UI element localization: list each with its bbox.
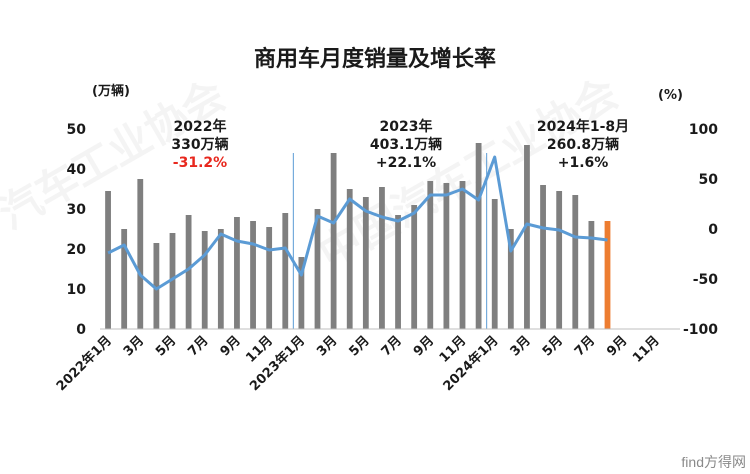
x-tick-label: 7月 bbox=[379, 333, 405, 359]
bar bbox=[234, 217, 240, 329]
bar bbox=[459, 181, 466, 329]
bar bbox=[588, 221, 595, 329]
x-tick-label: 5月 bbox=[153, 333, 179, 359]
bar-series bbox=[105, 143, 611, 329]
y-right-tick-label: -100 bbox=[683, 322, 718, 338]
brand-watermark: find方得网 bbox=[681, 454, 746, 470]
growth-line bbox=[107, 155, 608, 291]
bar bbox=[169, 233, 176, 329]
bar bbox=[524, 145, 530, 329]
bar bbox=[121, 229, 128, 329]
y-right-tick-label: 100 bbox=[689, 122, 718, 138]
y-left-tick-label: 50 bbox=[67, 122, 87, 138]
x-tick-label: 11月 bbox=[630, 333, 663, 366]
y-right-tick-label: 50 bbox=[699, 172, 719, 188]
bar bbox=[540, 185, 546, 329]
bar bbox=[346, 189, 353, 329]
x-tick-label: 3月 bbox=[314, 333, 340, 359]
x-tick-label: 3月 bbox=[508, 333, 534, 359]
bar bbox=[137, 179, 144, 329]
bar bbox=[153, 243, 160, 329]
x-tick-label: 5月 bbox=[346, 333, 372, 359]
x-tick-label: 3月 bbox=[121, 333, 147, 359]
bar bbox=[427, 181, 434, 329]
y-left-tick-label: 40 bbox=[67, 162, 87, 178]
growth-line-series bbox=[107, 155, 608, 291]
bar bbox=[330, 153, 337, 329]
bar bbox=[379, 187, 385, 329]
annotation-text: 2022年 bbox=[174, 118, 227, 135]
x-tick-label: 9月 bbox=[604, 333, 630, 359]
x-tick-label: 9月 bbox=[411, 333, 437, 359]
y-left-tick-label: 10 bbox=[67, 282, 87, 298]
bar bbox=[201, 231, 208, 329]
bar-highlighted bbox=[604, 221, 611, 329]
bar bbox=[282, 213, 289, 329]
y-left-tick-label: 20 bbox=[67, 242, 87, 258]
chart-title: 商用车月度销量及增长率 bbox=[254, 46, 496, 72]
annotation-text: 2023年 bbox=[380, 118, 433, 135]
bar bbox=[491, 199, 498, 329]
bar bbox=[314, 209, 321, 329]
y-left-unit-label: (万辆) bbox=[92, 83, 130, 99]
y-left-tick-label: 0 bbox=[76, 322, 86, 338]
background-watermark: 汽车工业协会 中国汽车工业协会 bbox=[0, 68, 626, 278]
y-right-axis: -100 -50 0 50 100 bbox=[683, 122, 718, 338]
bar bbox=[475, 143, 482, 329]
x-tick-label: 9月 bbox=[218, 333, 244, 359]
bar bbox=[298, 257, 305, 329]
bar bbox=[362, 197, 369, 329]
x-tick-label: 5月 bbox=[540, 333, 566, 359]
bar bbox=[443, 183, 450, 329]
bar bbox=[411, 205, 418, 329]
bar bbox=[556, 191, 563, 329]
bar bbox=[217, 229, 224, 329]
y-left-axis: 0 10 20 30 40 50 bbox=[67, 122, 87, 338]
annotation-growth: +22.1% bbox=[376, 155, 436, 171]
bar bbox=[266, 227, 273, 329]
x-tick-label: 7月 bbox=[185, 333, 211, 359]
annotation-growth: -31.2% bbox=[173, 155, 227, 171]
y-right-tick-label: 0 bbox=[708, 222, 718, 238]
y-right-unit-label: (%) bbox=[658, 88, 683, 103]
annotation-growth: +1.6% bbox=[558, 155, 609, 171]
x-tick-label: 7月 bbox=[572, 333, 598, 359]
annotation-text: 2024年1-8月 bbox=[537, 118, 629, 135]
bar bbox=[572, 195, 579, 329]
bar bbox=[185, 215, 192, 329]
y-right-tick-label: -50 bbox=[693, 272, 719, 288]
annotation-text: 403.1万辆 bbox=[370, 136, 442, 153]
bar bbox=[507, 229, 514, 329]
annotation-text: 260.8万辆 bbox=[547, 136, 619, 153]
bar bbox=[250, 221, 256, 329]
svg-text:中国汽车工业协会: 中国汽车工业协会 bbox=[311, 68, 626, 278]
bar bbox=[105, 191, 111, 329]
bar bbox=[395, 215, 401, 329]
x-tick-label: 2022年1月 bbox=[53, 333, 115, 395]
annotation-text: 330万辆 bbox=[171, 136, 228, 153]
y-left-tick-label: 30 bbox=[67, 202, 87, 218]
